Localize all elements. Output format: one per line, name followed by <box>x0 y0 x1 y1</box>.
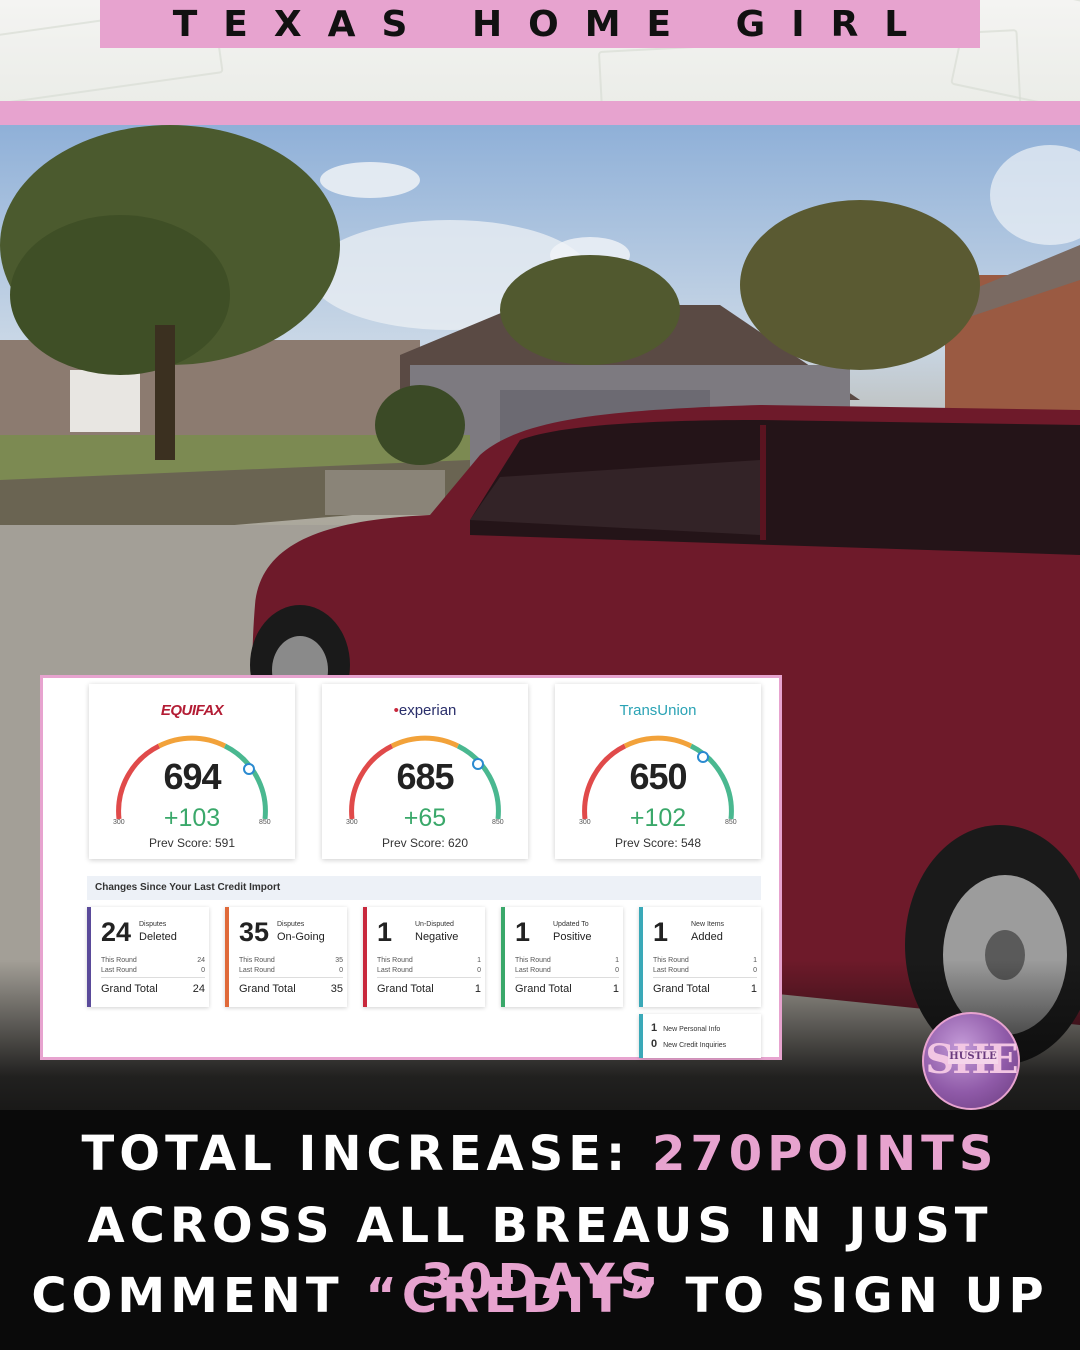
stat-label: Negative <box>415 931 459 943</box>
stat-small-label: Updated To <box>553 921 589 928</box>
divider <box>653 977 757 978</box>
last-round-row: Last Round 0 <box>377 967 481 974</box>
stat-label: Deleted <box>139 931 177 943</box>
stat-card: 1 Updated To Positive This Round 1 Last Round… <box>501 907 623 1007</box>
stat-card: 24 Disputes Deleted This Round 24 Last Round 0… <box>87 907 209 1007</box>
pink-divider <box>0 101 1080 125</box>
grand-total-row: Grand Total 1 <box>515 983 619 995</box>
new-personal-info: 1 New Personal Info <box>651 1022 721 1034</box>
this-round-row: This Round 35 <box>239 957 343 964</box>
previous-score: Prev Score: 620 <box>381 836 469 850</box>
credit-score: 685 <box>396 756 454 797</box>
stat-label: On-Going <box>277 931 325 943</box>
stat-label: Positive <box>553 931 592 943</box>
grand-total-row: Grand Total 1 <box>377 983 481 995</box>
grand-total-row: Grand Total 35 <box>239 983 343 995</box>
house-car-photo <box>0 125 1080 1110</box>
score-gauge-icon <box>582 735 734 820</box>
range-min: 300 <box>113 819 125 826</box>
score-gauge-icon <box>116 735 268 820</box>
previous-score: Prev Score: 591 <box>148 836 236 850</box>
stat-number: 1 <box>515 917 531 947</box>
bureau-logo: TransUnion <box>619 702 697 719</box>
page-title: TEXAS HOME GIRL <box>172 3 934 45</box>
changes-title: Changes Since Your Last Credit Import <box>95 882 281 893</box>
range-min: 300 <box>346 819 358 826</box>
caption-line-1: TOTAL INCREASE: 270POINTS <box>81 1126 999 1182</box>
score-change: +65 <box>403 804 447 832</box>
range-max: 850 <box>492 819 504 826</box>
grand-total-row: Grand Total 1 <box>653 983 757 995</box>
extra-info-card: 1 New Personal Info 0 New Credit Inquiries <box>639 1014 761 1058</box>
stat-small-label: New Items <box>691 921 725 928</box>
last-round-row: Last Round 0 <box>515 967 619 974</box>
score-gauge-icon <box>349 735 501 820</box>
score-card-experian: •experian 300 850 685 +65 Prev Score: 62… <box>322 684 528 859</box>
this-round-row: This Round 1 <box>515 957 619 964</box>
new-credit-inquiries: 0 New Credit Inquiries <box>651 1038 727 1050</box>
range-min: 300 <box>579 819 591 826</box>
logo-sub-text: HUSTLE <box>948 1050 998 1064</box>
score-change: +102 <box>629 804 687 832</box>
divider <box>239 977 343 978</box>
credit-score: 694 <box>163 756 221 797</box>
score-card-equifax: EQUIFAX 300 850 694 +103 Prev Score: 591 <box>89 684 295 859</box>
last-round-row: Last Round 0 <box>239 967 343 974</box>
caption-line-2: ACROSS ALL BREAUS IN JUST 30DAYS <box>87 1198 993 1310</box>
range-max: 850 <box>725 819 737 826</box>
this-round-row: This Round 24 <box>101 957 205 964</box>
this-round-row: This Round 1 <box>377 957 481 964</box>
stat-number: 24 <box>101 917 132 947</box>
credit-score: 650 <box>629 756 687 797</box>
previous-score: Prev Score: 548 <box>614 836 702 850</box>
score-change: +103 <box>163 804 221 832</box>
grand-total-row: Grand Total 24 <box>101 983 205 995</box>
divider <box>515 977 619 978</box>
bureau-logo: EQUIFAX <box>160 702 224 719</box>
changes-header: Changes Since Your Last Credit Import <box>87 876 761 900</box>
last-round-row: Last Round 0 <box>653 967 757 974</box>
this-round-row: This Round 1 <box>653 957 757 964</box>
stat-card: 1 New Items Added This Round 1 Last Round 0 Gra… <box>639 907 761 1007</box>
last-round-row: Last Round 0 <box>101 967 205 974</box>
stat-small-label: Un-Disputed <box>415 921 454 928</box>
she-hustle-logo: SHE HUSTLE <box>922 1012 1020 1110</box>
title-banner: TEXAS HOME GIRL <box>100 0 980 48</box>
stat-number: 1 <box>377 917 393 947</box>
divider <box>101 977 205 978</box>
bureau-logo: •experian <box>393 702 457 719</box>
stat-label: Added <box>691 931 723 943</box>
stat-number: 1 <box>653 917 669 947</box>
stat-small-label: Disputes <box>277 921 305 928</box>
stat-small-label: Disputes <box>139 921 167 928</box>
stat-card: 1 Un-Disputed Negative This Round 1 Last Roun… <box>363 907 485 1007</box>
stat-number: 35 <box>239 917 270 947</box>
score-card-transunion: TransUnion 300 850 650 +102 Prev Score: … <box>555 684 761 859</box>
stat-card: 35 Disputes On-Going This Round 35 Last Round… <box>225 907 347 1007</box>
range-max: 850 <box>259 819 271 826</box>
caption-line-3: COMMENT “CREDIT” TO SIGN UP <box>31 1268 1049 1324</box>
credit-dashboard: EQUIFAX 300 850 694 +103 Prev Score: 591… <box>40 675 782 1060</box>
divider <box>377 977 481 978</box>
